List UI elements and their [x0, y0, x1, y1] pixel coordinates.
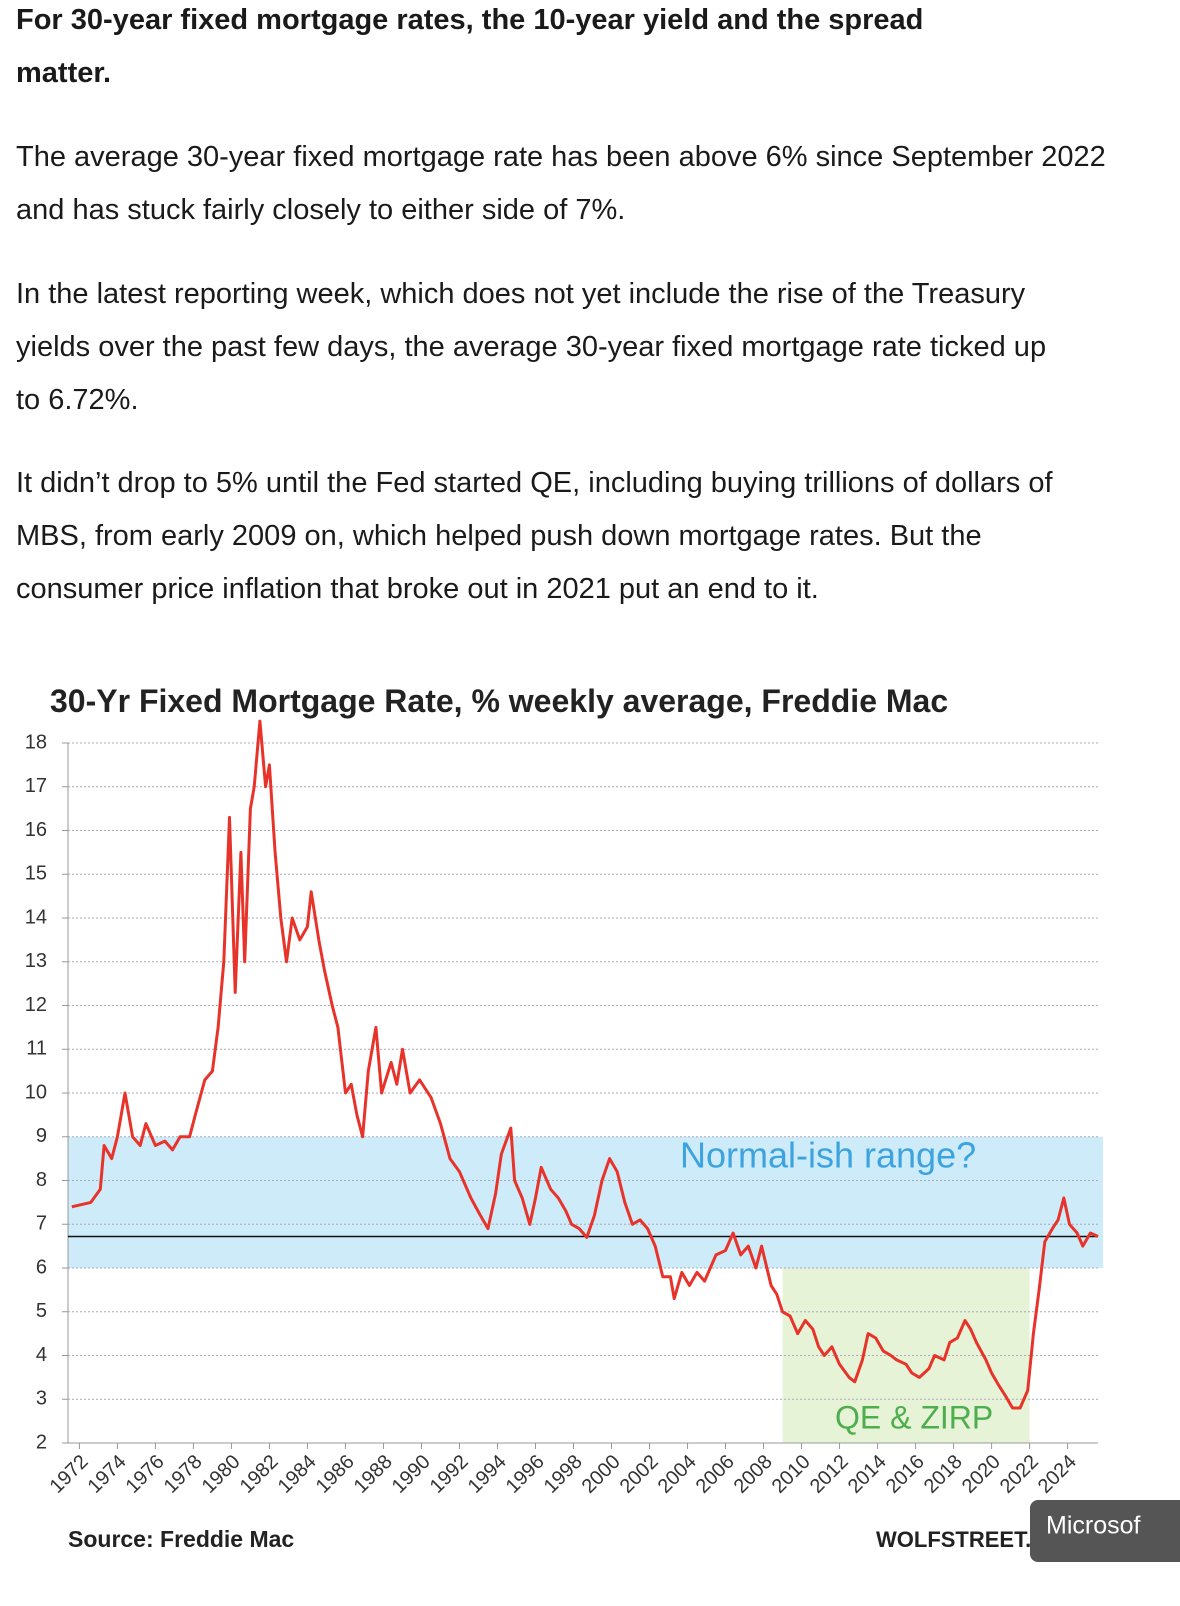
y-tick-label: 7 — [36, 1213, 47, 1235]
x-tick-label: 2000 — [578, 1451, 625, 1498]
x-tick-label: 2004 — [654, 1451, 701, 1498]
paragraph: The average 30-year fixed mortgage rate … — [16, 141, 1106, 226]
y-tick-label: 3 — [36, 1388, 47, 1410]
x-tick-label: 1972 — [46, 1451, 93, 1498]
x-tick-label: 1974 — [84, 1451, 131, 1498]
x-tick-label: 2010 — [768, 1451, 815, 1498]
y-tick-label: 14 — [25, 906, 47, 928]
y-tick-label: 8 — [36, 1169, 47, 1191]
x-tick-label: 2014 — [844, 1451, 891, 1498]
x-tick-label: 1994 — [464, 1451, 511, 1498]
x-tick-label: 1980 — [198, 1451, 245, 1498]
x-tick-label: 2024 — [1034, 1451, 1081, 1498]
x-tick-label: 2008 — [730, 1451, 777, 1498]
x-tick-label: 1978 — [160, 1451, 207, 1498]
popup[interactable]: Microsof — [1030, 1500, 1180, 1562]
rate-line — [71, 719, 1099, 1410]
band-label: QE & ZIRP — [835, 1399, 993, 1435]
y-tick-label: 17 — [25, 775, 47, 797]
x-tick-label: 1986 — [312, 1451, 359, 1498]
y-tick-label: 2 — [36, 1431, 47, 1453]
x-tick-label: 1992 — [426, 1451, 473, 1498]
y-tick-label: 6 — [36, 1256, 47, 1278]
x-tick-label: 1982 — [236, 1451, 283, 1498]
x-tick-label: 2018 — [920, 1451, 967, 1498]
x-tick-label: 1988 — [350, 1451, 397, 1498]
x-tick-label: 2022 — [996, 1451, 1043, 1498]
paragraph: In the latest reporting week, which does… — [16, 278, 1047, 416]
source: Source: Freddie Mac — [68, 1526, 294, 1552]
x-tick-label: 1996 — [502, 1451, 549, 1498]
band — [68, 1136, 1103, 1268]
x-tick-label: 2002 — [616, 1451, 663, 1498]
band-label: Normal-ish range? — [680, 1135, 976, 1176]
y-tick-label: 11 — [26, 1038, 47, 1060]
x-tick-label: 1990 — [388, 1451, 435, 1498]
y-tick-label: 5 — [36, 1300, 47, 1322]
x-tick-label: 2012 — [806, 1451, 853, 1498]
chart-title: 30-Yr Fixed Mortgage Rate, % weekly aver… — [50, 683, 948, 719]
paragraph: It didn’t drop to 5% until the Fed start… — [16, 467, 1053, 605]
popup-label: Microsof — [1046, 1512, 1141, 1540]
lead-paragraph: For 30-year fixed mortgage rates, the 10… — [16, 4, 924, 89]
popup-box — [1030, 1500, 1180, 1562]
y-tick-label: 13 — [25, 950, 47, 972]
y-tick-label: 12 — [25, 994, 47, 1016]
y-tick-label: 15 — [25, 863, 47, 885]
y-tick-label: 4 — [36, 1344, 47, 1366]
y-tick-label: 16 — [25, 819, 47, 841]
x-tick-label: 1998 — [540, 1451, 587, 1498]
x-tick-label: 1976 — [122, 1451, 169, 1498]
x-tick-label: 2006 — [692, 1451, 739, 1498]
x-tick-label: 2016 — [882, 1451, 929, 1498]
x-tick-label: 2020 — [958, 1451, 1005, 1498]
y-tick-label: 18 — [25, 731, 47, 753]
y-tick-label: 10 — [25, 1081, 47, 1103]
x-tick-label: 1984 — [274, 1451, 321, 1498]
y-tick-label: 9 — [36, 1125, 47, 1147]
